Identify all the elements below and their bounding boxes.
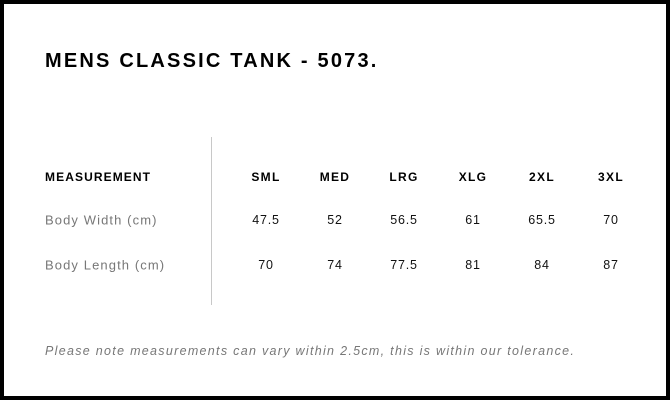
size-header: LRG (389, 170, 419, 184)
table-cell: 56.5 (390, 213, 418, 227)
table-cell: 65.5 (528, 213, 556, 227)
page-title: MENS CLASSIC TANK - 5073. (45, 50, 379, 72)
tolerance-note: Please note measurements can vary within… (45, 344, 576, 358)
table-cell: 70 (603, 213, 619, 227)
table-cell: 61 (465, 213, 481, 227)
row-label: Body Width (cm) (45, 212, 158, 228)
size-header: XLG (458, 170, 488, 184)
size-header: 2XL (529, 170, 555, 184)
size-header: MED (319, 170, 351, 184)
table-cell: 81 (465, 258, 481, 272)
column-divider (211, 137, 212, 305)
measurement-header: MEASUREMENT (45, 170, 152, 184)
table-cell: 52 (327, 213, 343, 227)
table-cell: 47.5 (252, 213, 280, 227)
size-header: SML (251, 170, 281, 184)
table-cell: 77.5 (390, 258, 418, 272)
table-cell: 70 (258, 258, 274, 272)
size-header: 3XL (598, 170, 624, 184)
row-label: Body Length (cm) (45, 257, 166, 273)
table-cell: 84 (534, 258, 550, 272)
table-cell: 74 (327, 258, 343, 272)
table-cell: 87 (603, 258, 619, 272)
